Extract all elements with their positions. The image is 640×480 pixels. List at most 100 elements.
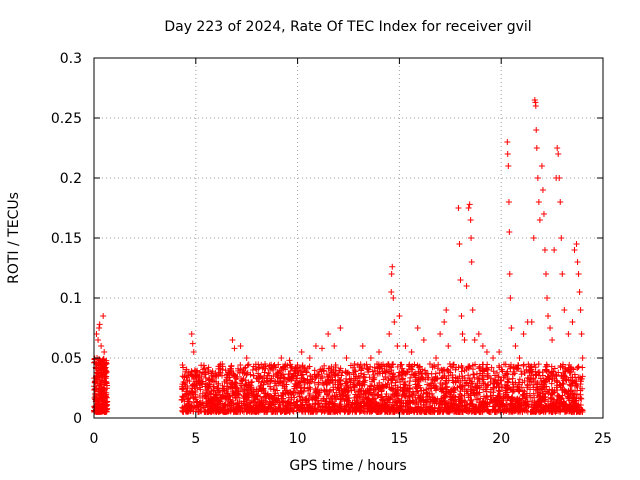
data-point [436, 369, 443, 376]
data-point [299, 396, 306, 403]
data-point [377, 404, 384, 411]
data-point [289, 373, 296, 380]
data-point [184, 385, 191, 391]
data-point [461, 402, 468, 409]
data-point [369, 401, 376, 408]
data-point [409, 397, 416, 404]
data-point [347, 404, 354, 411]
data-point [424, 381, 431, 388]
data-point [528, 366, 535, 373]
data-point [398, 368, 405, 375]
data-point [474, 380, 481, 387]
data-point [283, 407, 290, 414]
data-point [291, 394, 298, 401]
data-point [533, 127, 540, 133]
data-point [179, 394, 186, 401]
data-point [284, 399, 291, 406]
data-point [188, 331, 195, 337]
data-point [219, 372, 226, 379]
y-tick-label: 0.05 [51, 351, 82, 367]
data-point [339, 392, 346, 399]
data-point [540, 397, 547, 404]
data-point [571, 247, 578, 253]
data-point [382, 393, 389, 400]
y-tick-label: 0 [73, 411, 82, 427]
y-tick-label: 0.2 [60, 171, 82, 187]
data-point [474, 385, 481, 392]
data-point [428, 370, 435, 377]
data-point [102, 408, 109, 415]
data-point [306, 392, 313, 399]
data-point [243, 390, 250, 397]
data-point [504, 139, 511, 145]
data-point [543, 361, 550, 368]
data-point [340, 406, 347, 413]
data-point [219, 361, 226, 367]
data-point [102, 361, 109, 368]
data-point [487, 392, 494, 399]
data-point [396, 313, 403, 319]
data-point [249, 407, 256, 414]
data-point [529, 398, 536, 405]
data-point [560, 381, 567, 388]
data-point [253, 386, 260, 393]
data-point [570, 393, 577, 400]
data-point [360, 391, 367, 398]
data-point [193, 380, 200, 387]
data-point [400, 388, 407, 395]
data-point [444, 404, 451, 411]
data-point [478, 401, 485, 408]
data-point [388, 380, 395, 387]
data-point [578, 375, 585, 382]
data-point [215, 371, 222, 378]
data-point [577, 307, 584, 313]
data-point [222, 408, 229, 415]
data-point [99, 361, 106, 367]
data-point [535, 393, 542, 400]
data-point [378, 361, 385, 368]
data-point [252, 365, 259, 372]
data-point [321, 407, 328, 414]
data-point [521, 369, 528, 376]
data-point [236, 405, 243, 412]
data-point [369, 408, 376, 415]
data-point [475, 406, 482, 413]
data-point [235, 367, 242, 374]
data-point [182, 368, 189, 375]
data-point [491, 379, 498, 386]
data-point [294, 362, 301, 369]
data-point [563, 407, 570, 414]
data-point [188, 368, 195, 375]
data-point [553, 384, 560, 391]
data-point [288, 377, 295, 384]
data-point [370, 396, 377, 403]
data-point [509, 386, 516, 393]
data-point [561, 307, 568, 313]
data-point [230, 371, 237, 378]
data-point [208, 399, 215, 406]
data-point [527, 376, 534, 383]
data-point [442, 380, 449, 387]
data-point [290, 399, 297, 406]
data-point [302, 395, 309, 402]
data-point [523, 407, 530, 414]
data-point [466, 363, 473, 370]
data-point [496, 349, 503, 355]
data-point [260, 387, 267, 394]
data-point [251, 394, 258, 401]
data-point [309, 396, 316, 403]
data-point [556, 381, 563, 388]
data-point [307, 372, 314, 379]
data-point [198, 362, 205, 369]
data-point [273, 407, 280, 414]
data-point [469, 307, 476, 313]
data-point [488, 396, 495, 403]
data-point [547, 394, 554, 401]
data-point [205, 367, 212, 373]
data-point [498, 377, 505, 384]
data-point [183, 408, 190, 415]
data-point [539, 187, 546, 193]
data-point [231, 345, 238, 352]
data-point [443, 367, 450, 374]
data-point [373, 399, 380, 406]
